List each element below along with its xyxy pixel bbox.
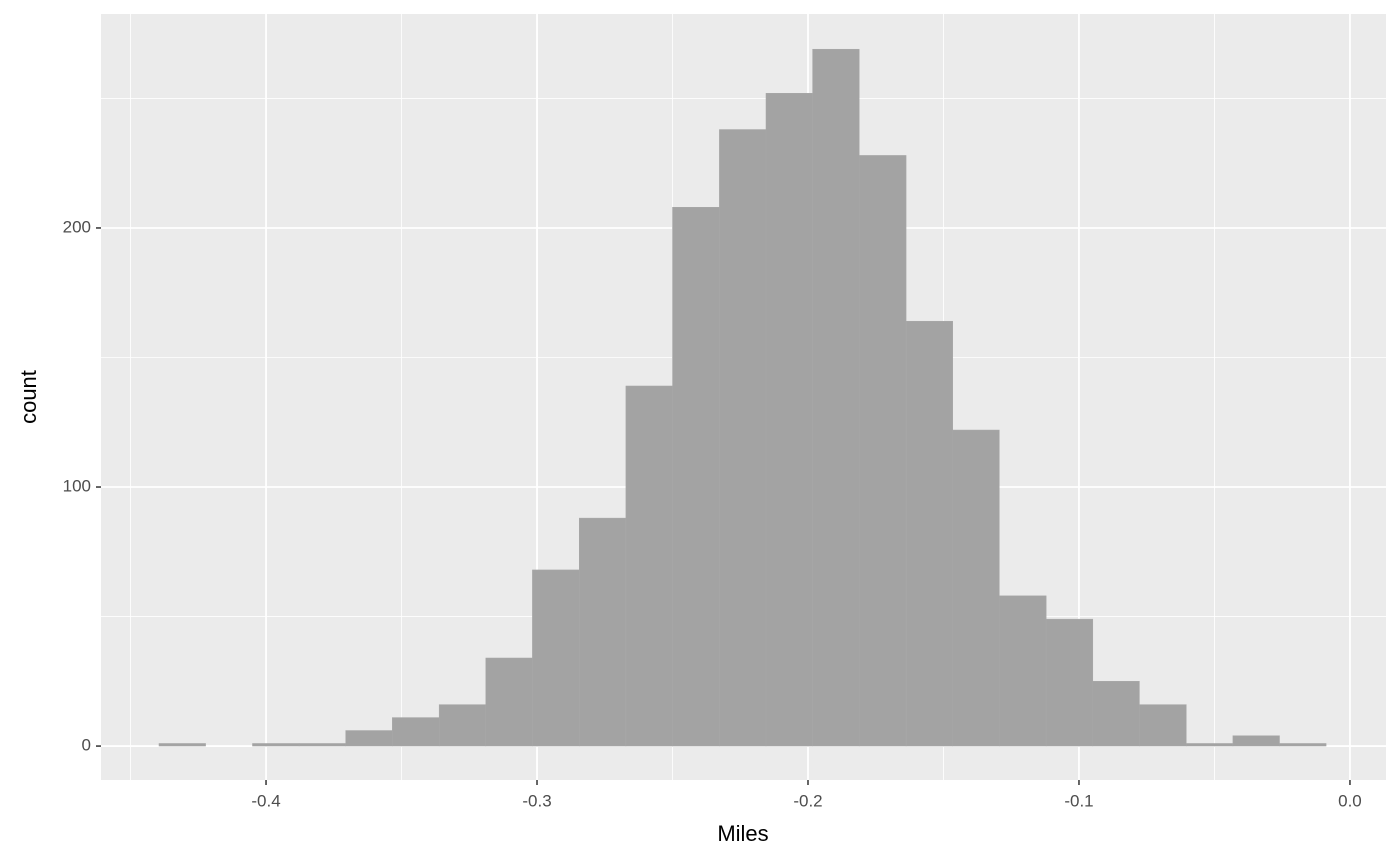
bar	[532, 569, 580, 747]
bar	[298, 743, 346, 747]
x-tick-label: -0.2	[793, 791, 822, 810]
bar	[1279, 743, 1327, 747]
x-tick-label: -0.4	[251, 791, 280, 810]
bar	[672, 206, 720, 747]
bar	[625, 385, 673, 747]
bar	[392, 717, 440, 747]
bar	[812, 48, 860, 747]
bar	[1186, 743, 1234, 747]
bar	[999, 595, 1047, 747]
y-axis-title: count	[16, 370, 41, 424]
bar	[252, 743, 300, 747]
bar	[438, 704, 487, 747]
bar	[1232, 735, 1280, 747]
bar	[765, 93, 813, 747]
y-tick-label: 100	[63, 477, 91, 496]
bar	[1139, 704, 1187, 747]
x-tick-label: 0.0	[1338, 791, 1362, 810]
bar	[485, 657, 533, 747]
x-tick-label: -0.1	[1064, 791, 1093, 810]
bar	[158, 743, 206, 747]
bar	[345, 730, 393, 747]
bar	[952, 429, 1000, 747]
bar	[905, 320, 953, 747]
y-tick-label: 0	[82, 736, 91, 755]
x-axis-title: Miles	[717, 821, 768, 846]
bar	[1045, 618, 1094, 747]
bar	[858, 155, 907, 747]
bar	[1092, 681, 1140, 747]
bar	[579, 517, 627, 747]
x-tick-label: -0.3	[522, 791, 551, 810]
bar	[719, 129, 767, 747]
y-tick-label: 200	[63, 217, 91, 236]
